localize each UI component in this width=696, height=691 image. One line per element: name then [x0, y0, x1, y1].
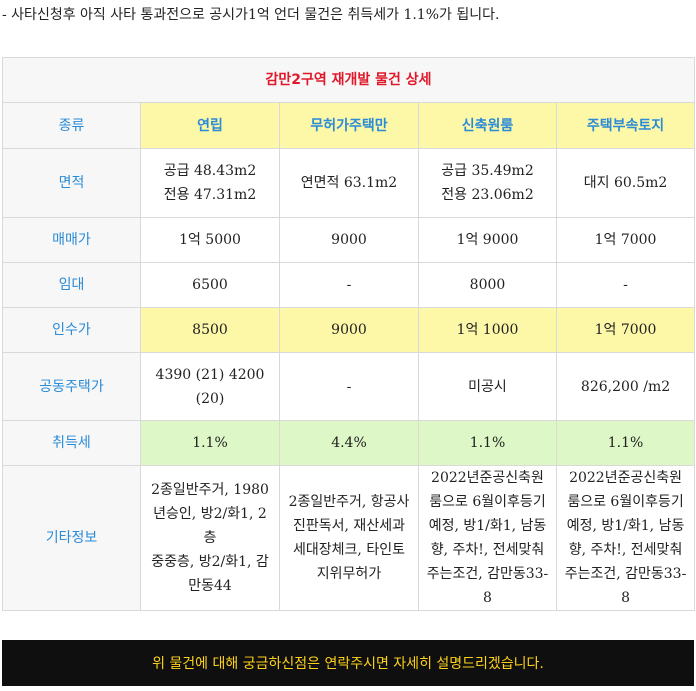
table-cell: 대지 60.5m2 [555, 148, 696, 218]
table-cell: 9000 [279, 217, 419, 263]
row-acquisition-tax: 취득세 1.1% 4.4% 1.1% 1.1% [2, 420, 696, 466]
table-cell: 1억 7000 [555, 307, 696, 353]
table-cell: 826,200 /m2 [555, 352, 696, 421]
table-cell: 1억 9000 [418, 217, 557, 263]
row-label: 매매가 [2, 217, 141, 263]
table-title-row: 감만2구역 재개발 물건 상세 [1, 57, 696, 103]
table-cell: 2종일반주거, 항공사 진판독서, 재산세과 세대장체크, 타인토 지위무허가 [279, 465, 419, 611]
row-other-info: 기타정보 2종일반주거, 1980 년승인, 방2/화1, 2층 중중층, 방2/화… [2, 465, 696, 611]
row-lease: 임대 6500 - 8000 - [2, 262, 696, 308]
column-header-unlicensed-house: 무허가주택만 [279, 102, 419, 149]
property-detail-table: 감만2구역 재개발 물건 상세 종류 연립 무허가주택만 신축원룸 주택부속토지… [1, 57, 696, 611]
row-sale-price: 매매가 1억 5000 9000 1억 9000 1억 7000 [2, 217, 696, 263]
table-cell: 1억 5000 [140, 217, 280, 263]
table-cell: 8500 [140, 307, 280, 353]
table-cell: - [555, 262, 696, 308]
contact-banner-text: 위 물건에 대해 궁금하신점은 연락주시면 자세히 설명드리겠습니다. [152, 656, 544, 672]
table-cell: 2022년준공신축원 룸으로 6월이후등기 예정, 방1/화1, 남동 향, 주차!,… [418, 465, 557, 611]
table-cell: 1억 1000 [418, 307, 557, 353]
table-cell: 6500 [140, 262, 280, 308]
table-cell: 2022년준공신축원 룸으로 6월이후등기 예정, 방1/화1, 남동 향, 주차!,… [555, 465, 696, 611]
row-label: 기타정보 [2, 465, 141, 611]
table-cell: 9000 [279, 307, 419, 353]
table-cell: - [279, 352, 419, 421]
row-area: 면적 공급 48.43m2 전용 47.31m2 연면적 63.1m2 공급 35… [2, 148, 696, 218]
row-label: 임대 [2, 262, 141, 308]
contact-banner: 위 물건에 대해 궁금하신점은 연락주시면 자세히 설명드리겠습니다. [2, 640, 694, 686]
column-header-new-studio: 신축원룸 [418, 102, 557, 149]
table-cell: 연면적 63.1m2 [279, 148, 419, 218]
table-header-row: 종류 연립 무허가주택만 신축원룸 주택부속토지 [2, 102, 696, 149]
table-cell: 8000 [418, 262, 557, 308]
row-acquisition-price: 인수가 8500 9000 1억 1000 1억 7000 [2, 307, 696, 353]
row-official-housing-price: 공동주택가 4390 (21) 4200 (20) - 미공시 826,200 /… [2, 352, 696, 421]
row-label: 인수가 [2, 307, 141, 353]
table-title: 감만2구역 재개발 물건 상세 [1, 57, 696, 103]
intro-note: - 사타신청후 아직 사타 통과전으로 공시가1억 언더 물건은 취득세가 1.… [2, 7, 500, 23]
table-cell: 4.4% [279, 420, 419, 466]
table-cell: 미공시 [418, 352, 557, 421]
table-cell: 4390 (21) 4200 (20) [140, 352, 280, 421]
header-type-label: 종류 [2, 102, 141, 149]
table-cell: 1.1% [418, 420, 557, 466]
column-header-villa: 연립 [140, 102, 280, 149]
table-cell: 1억 7000 [555, 217, 696, 263]
table-cell: 공급 35.49m2 전용 23.06m2 [418, 148, 557, 218]
row-label: 취득세 [2, 420, 141, 466]
table-cell: 1.1% [140, 420, 280, 466]
table-cell: - [279, 262, 419, 308]
row-label: 공동주택가 [2, 352, 141, 421]
row-label: 면적 [2, 148, 141, 218]
column-header-attached-land: 주택부속토지 [555, 102, 696, 149]
table-cell: 공급 48.43m2 전용 47.31m2 [140, 148, 280, 218]
table-cell: 1.1% [555, 420, 696, 466]
